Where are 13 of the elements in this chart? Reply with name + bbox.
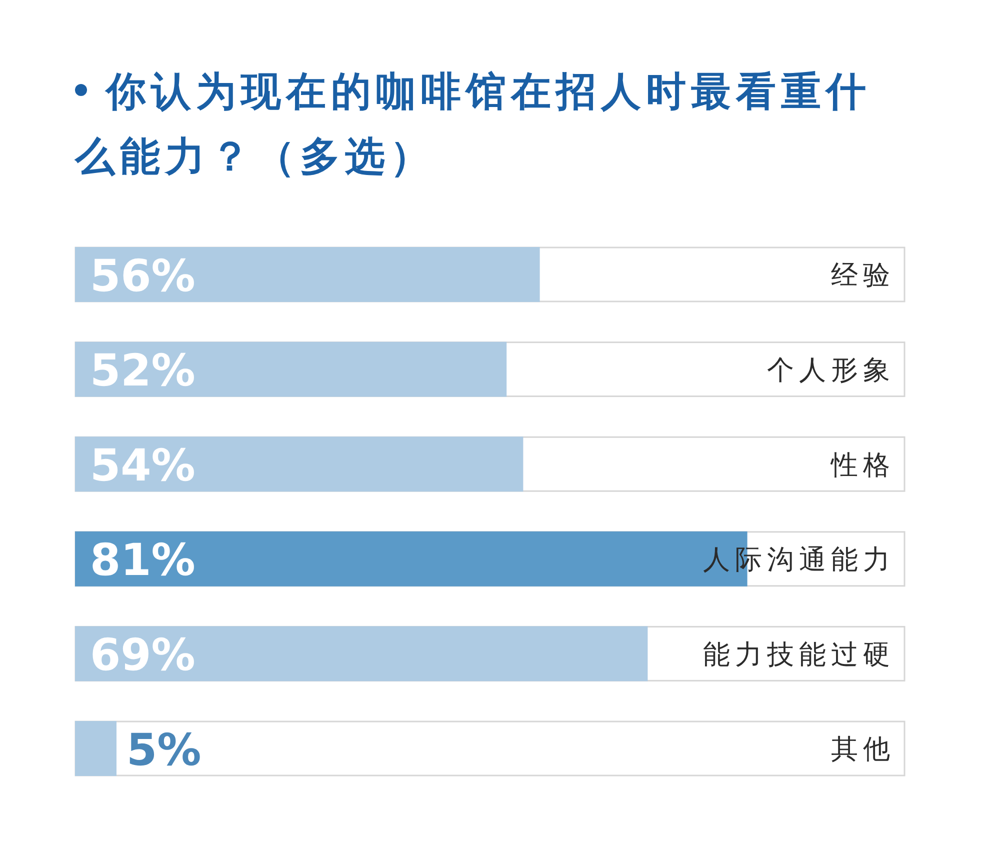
data-label: 81% (90, 535, 196, 586)
y-tick-label: 个人形象 (767, 355, 895, 386)
data-label: 52% (90, 346, 196, 397)
data-label: 5% (126, 724, 202, 776)
data-label: 69% (90, 630, 196, 681)
y-tick-label: 能力技能过硬 (703, 639, 895, 670)
data-label: 54% (90, 440, 196, 492)
data-label: 56% (90, 250, 196, 302)
chart-title: 你认为现在的咖啡馆在招人时最看重什么能力？（多选） (74, 69, 871, 180)
y-tick-label: 经验 (831, 260, 895, 292)
bar (75, 721, 116, 776)
y-tick-label: 性格 (830, 450, 895, 481)
y-tick-label: 其他 (831, 734, 895, 766)
